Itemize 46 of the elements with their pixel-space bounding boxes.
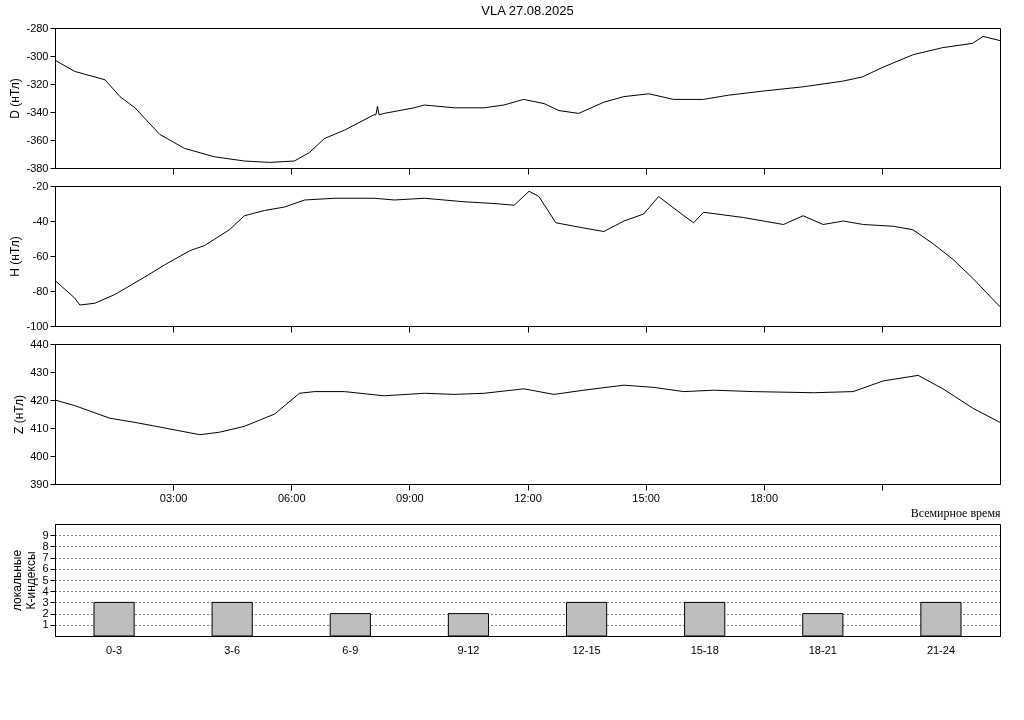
y-tick-label: -320	[26, 77, 49, 90]
y-tick-label: 2	[42, 607, 49, 620]
x-axis-title: Всемирное время	[910, 505, 1001, 520]
chart-title: VLA 27.08.2025	[481, 3, 574, 18]
y-tick-label: 9	[42, 528, 49, 541]
y-tick-label: -60	[32, 249, 49, 262]
y-tick-label: -80	[32, 284, 49, 297]
y-tick-label: -40	[32, 214, 49, 227]
y-axis-title: D (нТл)	[8, 78, 23, 119]
y-axis-title: Z (нТл)	[12, 394, 27, 435]
x-tick-label: 18:00	[750, 491, 779, 504]
x-tick-label: 12:00	[514, 491, 542, 504]
y-tick-label: -20	[32, 179, 49, 192]
y-tick-label: 6	[42, 562, 49, 575]
y-tick-label: 1	[42, 618, 49, 631]
x-tick-label: 21-24	[926, 643, 956, 656]
y-tick-label: -340	[26, 105, 49, 118]
x-tick-label: 15:00	[632, 491, 660, 504]
y-tick-label: -100	[26, 319, 49, 332]
x-tick-label: 09:00	[396, 491, 424, 504]
x-tick-label: 12-15	[572, 643, 601, 656]
x-tick-label: 3-6	[224, 643, 241, 656]
x-tick-label: 15-18	[690, 643, 719, 656]
y-tick-label: 420	[30, 393, 49, 406]
y-tick-label: 7	[42, 551, 49, 564]
x-tick-label: 9-12	[457, 643, 480, 656]
x-tick-label: 0-3	[106, 643, 123, 656]
y-tick-label: 4	[42, 584, 49, 597]
y-tick-label: 5	[42, 573, 49, 586]
y-axis-title: H (нТл)	[8, 236, 23, 277]
y-axis-title: локальные К-индексы	[10, 549, 39, 612]
x-tick-label: 03:00	[159, 491, 188, 504]
y-tick-label: 440	[30, 337, 49, 350]
y-tick-label: 430	[30, 365, 49, 378]
x-tick-label: 06:00	[277, 491, 306, 504]
y-tick-label: -300	[26, 49, 49, 62]
x-tick-label: 6-9	[342, 643, 359, 656]
y-tick-label: -280	[26, 21, 49, 34]
x-tick-label: 18-21	[808, 643, 837, 656]
y-tick-label: 390	[30, 477, 49, 490]
y-tick-label: -380	[26, 161, 49, 174]
y-tick-label: -360	[26, 133, 49, 146]
y-tick-label: 3	[42, 595, 49, 608]
y-tick-label: 410	[30, 421, 49, 434]
y-tick-label: 400	[30, 449, 49, 462]
y-tick-label: 8	[42, 539, 49, 552]
